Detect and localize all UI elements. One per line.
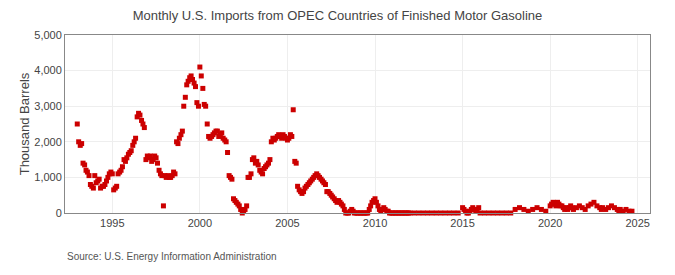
svg-text:5,000: 5,000 [34, 29, 62, 41]
svg-text:Thousand Barrels: Thousand Barrels [17, 72, 32, 175]
svg-text:3,000: 3,000 [34, 100, 62, 112]
svg-text:Monthly U.S. Imports from OPEC: Monthly U.S. Imports from OPEC Countries… [133, 8, 543, 23]
svg-text:1,000: 1,000 [34, 171, 62, 183]
svg-text:1995: 1995 [100, 217, 124, 229]
svg-text:0: 0 [56, 207, 62, 219]
svg-text:2025: 2025 [625, 217, 649, 229]
svg-text:2005: 2005 [275, 217, 299, 229]
svg-text:2000: 2000 [188, 217, 212, 229]
svg-text:Source: U.S. Energy Informatio: Source: U.S. Energy Information Administ… [67, 251, 277, 262]
svg-text:2015: 2015 [450, 217, 474, 229]
svg-text:2020: 2020 [538, 217, 562, 229]
svg-text:4,000: 4,000 [34, 64, 62, 76]
svg-text:2,000: 2,000 [34, 136, 62, 148]
svg-text:2010: 2010 [363, 217, 387, 229]
